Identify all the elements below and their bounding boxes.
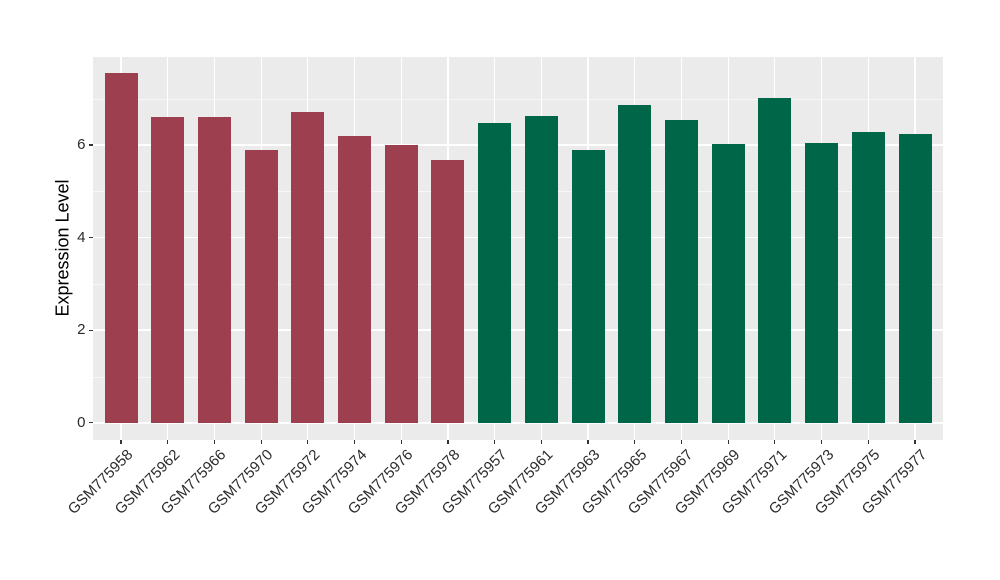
y-tick-label: 6	[77, 135, 86, 153]
x-axis-tick	[494, 440, 496, 444]
y-tick-label: 0	[77, 413, 86, 431]
x-axis-tick	[820, 440, 823, 444]
x-axis-tick	[774, 440, 776, 444]
x-axis-tick	[727, 440, 729, 444]
bar-GSM775974	[338, 136, 372, 423]
x-axis-tick	[634, 440, 636, 444]
bar-GSM775965	[618, 105, 652, 423]
bar-GSM775958	[104, 72, 138, 423]
y-tick-label: 4	[77, 228, 86, 246]
x-axis-tick	[540, 440, 542, 444]
minor-gridline	[93, 191, 943, 193]
bar-GSM775972	[291, 111, 325, 423]
bar-GSM775961	[524, 116, 558, 423]
bar-GSM775975	[851, 131, 885, 423]
major-gridline	[93, 236, 943, 239]
x-axis-tick	[167, 440, 169, 444]
bar-GSM775962	[151, 116, 185, 423]
y-axis-tick	[88, 144, 93, 146]
x-axis-tick	[120, 440, 122, 444]
x-axis-tick	[260, 440, 262, 444]
y-axis-tick	[88, 237, 93, 239]
bar-GSM775973	[805, 143, 839, 423]
bar-GSM775967	[664, 120, 698, 423]
y-axis-tick	[88, 329, 93, 331]
bar-GSM775977	[898, 134, 932, 423]
y-axis-tick	[88, 422, 93, 424]
x-axis-tick	[447, 440, 449, 444]
bar-GSM775957	[478, 123, 512, 423]
bar-GSM775971	[758, 98, 792, 423]
major-gridline	[93, 144, 943, 146]
minor-gridline	[93, 376, 943, 378]
x-axis-tick	[400, 440, 402, 444]
minor-gridline	[93, 283, 943, 285]
x-axis-tick	[867, 440, 869, 444]
major-gridline	[93, 422, 943, 424]
bar-GSM775978	[431, 159, 465, 423]
bar-GSM775966	[197, 117, 231, 423]
major-gridline	[93, 329, 943, 331]
plot-panel	[93, 57, 943, 440]
y-axis-title: Expression Level	[52, 179, 73, 317]
y-tick-label: 2	[77, 321, 86, 339]
x-axis-tick	[307, 440, 309, 444]
bar-GSM775963	[571, 149, 605, 423]
x-axis-tick	[587, 440, 589, 444]
bar-GSM775976	[384, 144, 418, 423]
x-axis-tick	[914, 440, 916, 444]
bar-GSM775969	[711, 143, 745, 423]
x-axis-tick	[680, 440, 683, 444]
x-axis-tick	[213, 440, 215, 444]
bar-GSM775970	[244, 149, 278, 423]
minor-gridline	[93, 98, 943, 100]
x-axis-tick	[353, 440, 356, 444]
